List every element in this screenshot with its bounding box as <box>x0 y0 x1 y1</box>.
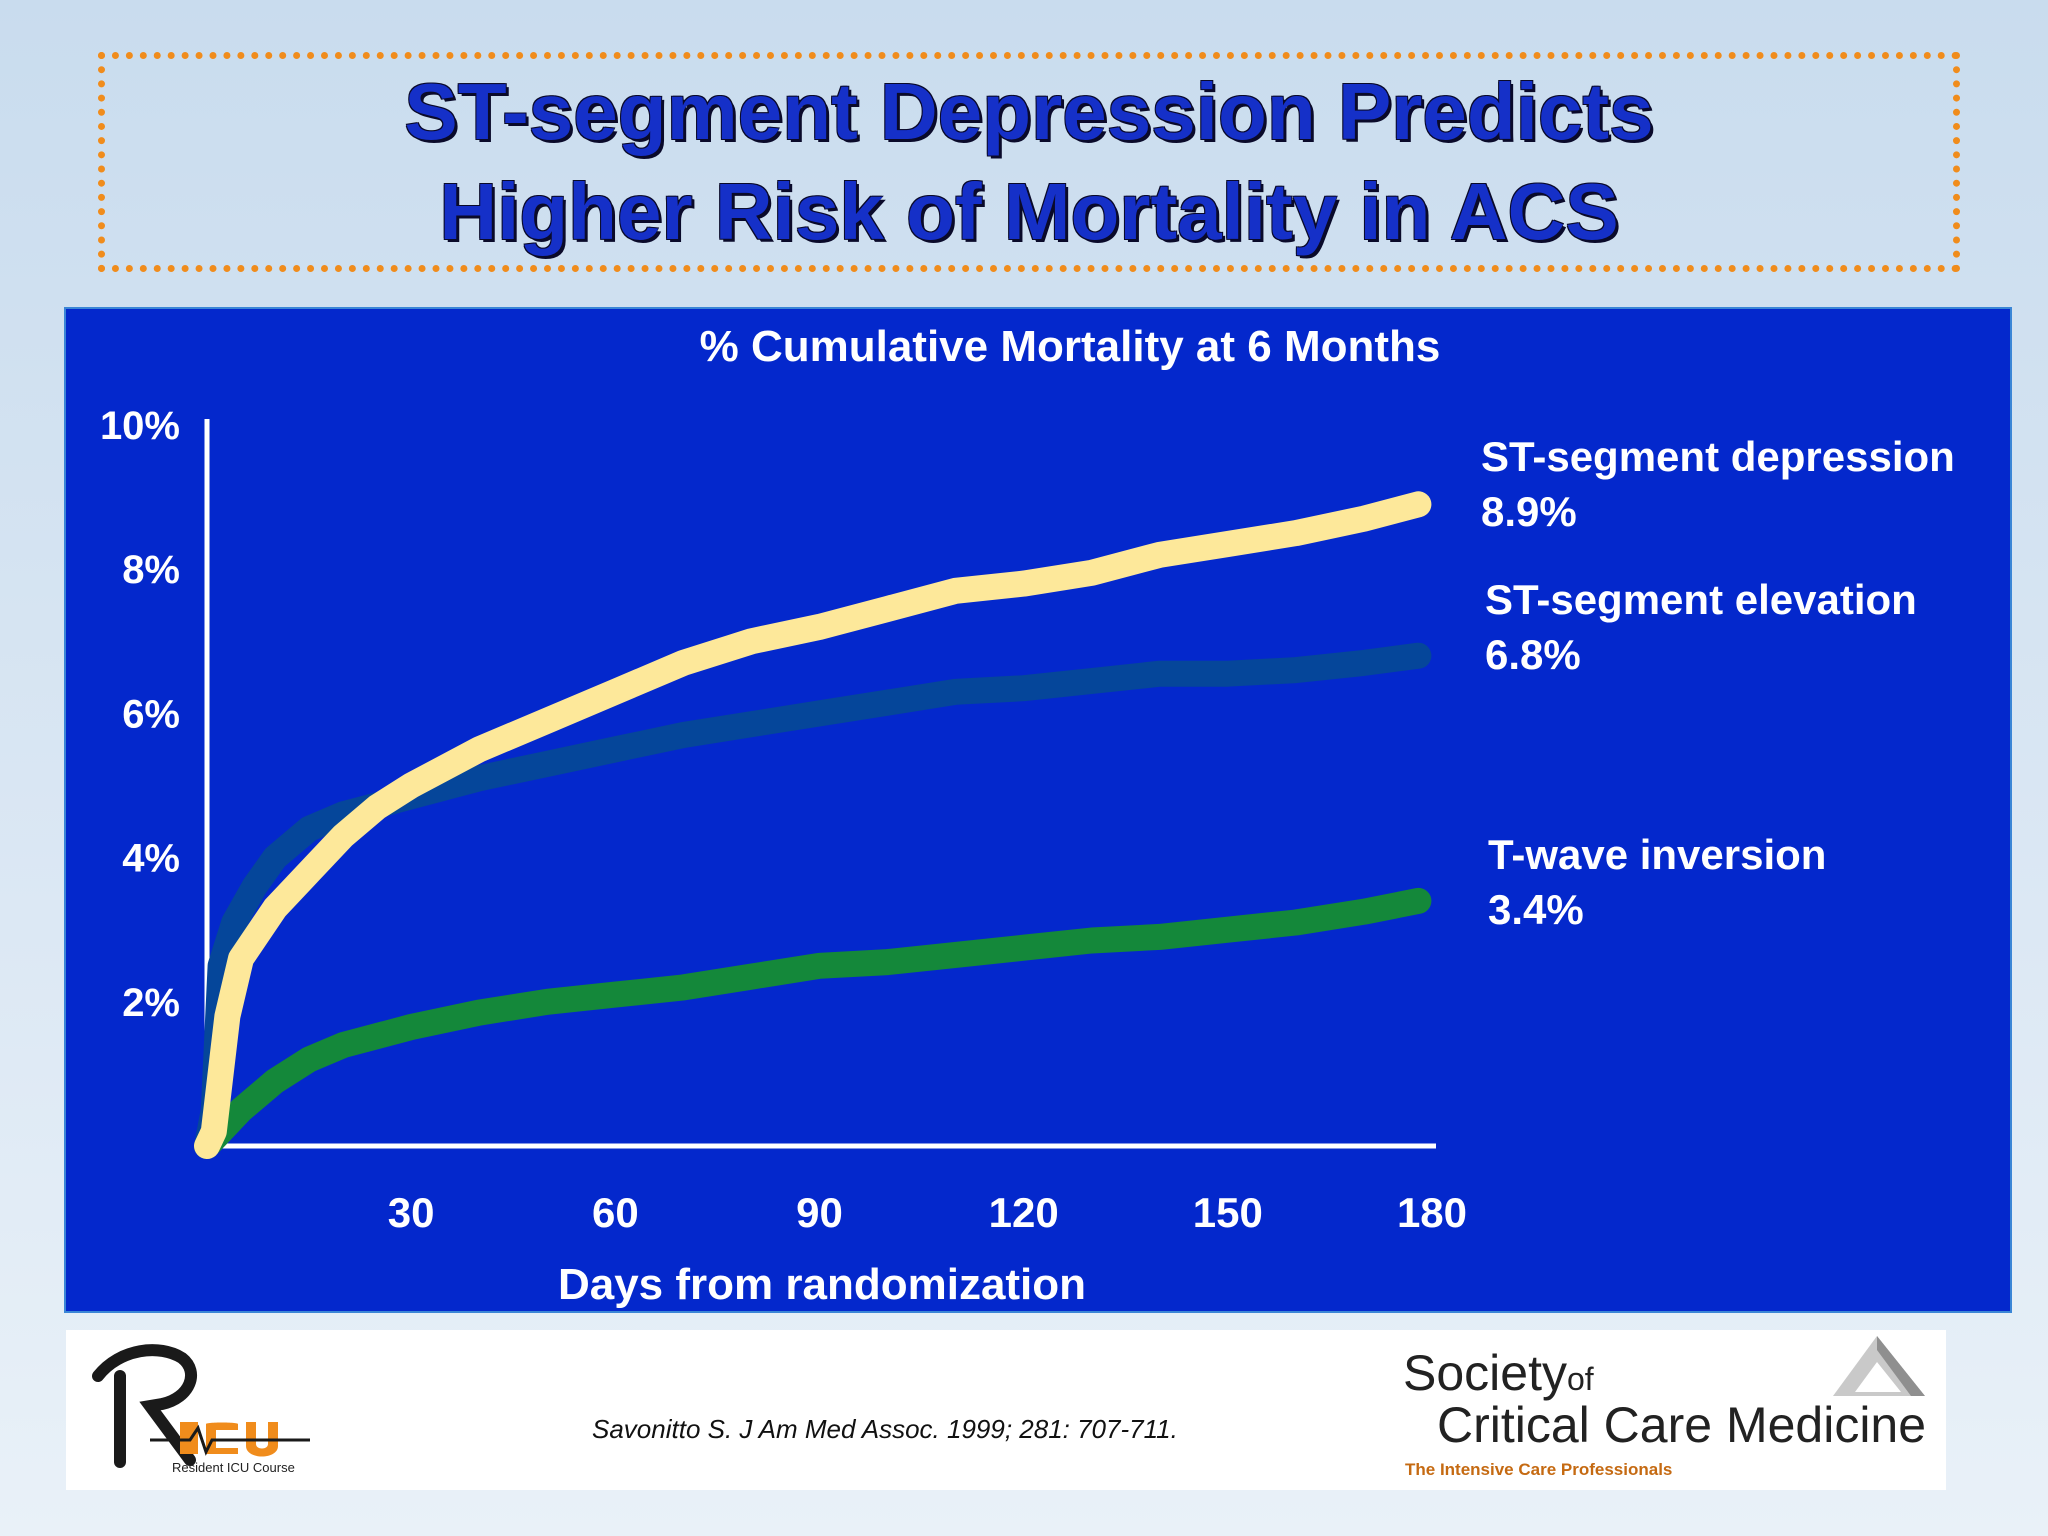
st-elevation-series-label: ST-segment elevation <box>1485 576 1917 623</box>
slide-title-line-2: Higher Risk of Mortality in ACS <box>439 167 1619 256</box>
t-wave-inversion-series-label: T-wave inversion <box>1488 831 1826 878</box>
sccm-logo-name: Critical Care Medicine <box>1437 1397 1927 1453</box>
sccm-logo-tagline: The Intensive Care Professionals <box>1405 1460 1673 1479</box>
sccm-logo: Societyof Critical Care Medicine The Int… <box>1395 1330 1945 1486</box>
x-tick-label: 150 <box>1193 1189 1263 1236</box>
ricu-logo: Resident ICU Course <box>90 1336 330 1476</box>
sccm-triangle-icon <box>1833 1336 1925 1396</box>
x-tick-label: 90 <box>796 1189 843 1236</box>
y-tick-label: 2% <box>122 981 180 1025</box>
citation: Savonitto S. J Am Med Assoc. 1999; 281: … <box>592 1414 1178 1444</box>
st-elevation-line <box>194 642 1432 1159</box>
st-elevation-value-label: 6.8% <box>1485 631 1581 678</box>
mortality-chart: % Cumulative Mortality at 6 Months 10% 8% 6… <box>100 322 1955 1309</box>
sccm-society-word: Society <box>1403 1345 1567 1401</box>
ricu-logo-mark <box>92 1344 310 1468</box>
sccm-of-word: of <box>1566 1361 1594 1397</box>
t-wave-inversion-line <box>194 887 1432 1159</box>
slide-title-line-1: ST-segment Depression Predicts <box>404 67 1654 156</box>
slide-title-box: ST-segment Depression Predicts Higher Ri… <box>98 52 1960 272</box>
y-tick-label: 8% <box>122 548 180 592</box>
x-tick-label: 120 <box>989 1189 1059 1236</box>
y-tick-label: 6% <box>122 692 180 736</box>
st-depression-series-label: ST-segment depression <box>1481 433 1955 480</box>
t-wave-inversion-value-label: 3.4% <box>1488 886 1584 933</box>
ricu-logo-subtitle: Resident ICU Course <box>172 1460 295 1475</box>
x-tick-label: 60 <box>592 1189 639 1236</box>
x-tick-label: 30 <box>388 1189 435 1236</box>
st-depression-line <box>194 491 1432 1159</box>
x-tick-label: 180 <box>1397 1189 1467 1236</box>
y-tick-label: 4% <box>122 837 180 881</box>
x-axis-label: Days from randomization <box>558 1260 1086 1309</box>
slide-footer <box>66 1330 1946 1490</box>
sccm-logo-society: Societyof <box>1403 1344 1594 1402</box>
chart-title: % Cumulative Mortality at 6 Months <box>700 322 1441 371</box>
chart-panel: % Cumulative Mortality at 6 Months 10% 8% 6… <box>64 307 2012 1313</box>
st-depression-value-label: 8.9% <box>1481 488 1577 535</box>
y-tick-label: 10% <box>100 404 180 448</box>
